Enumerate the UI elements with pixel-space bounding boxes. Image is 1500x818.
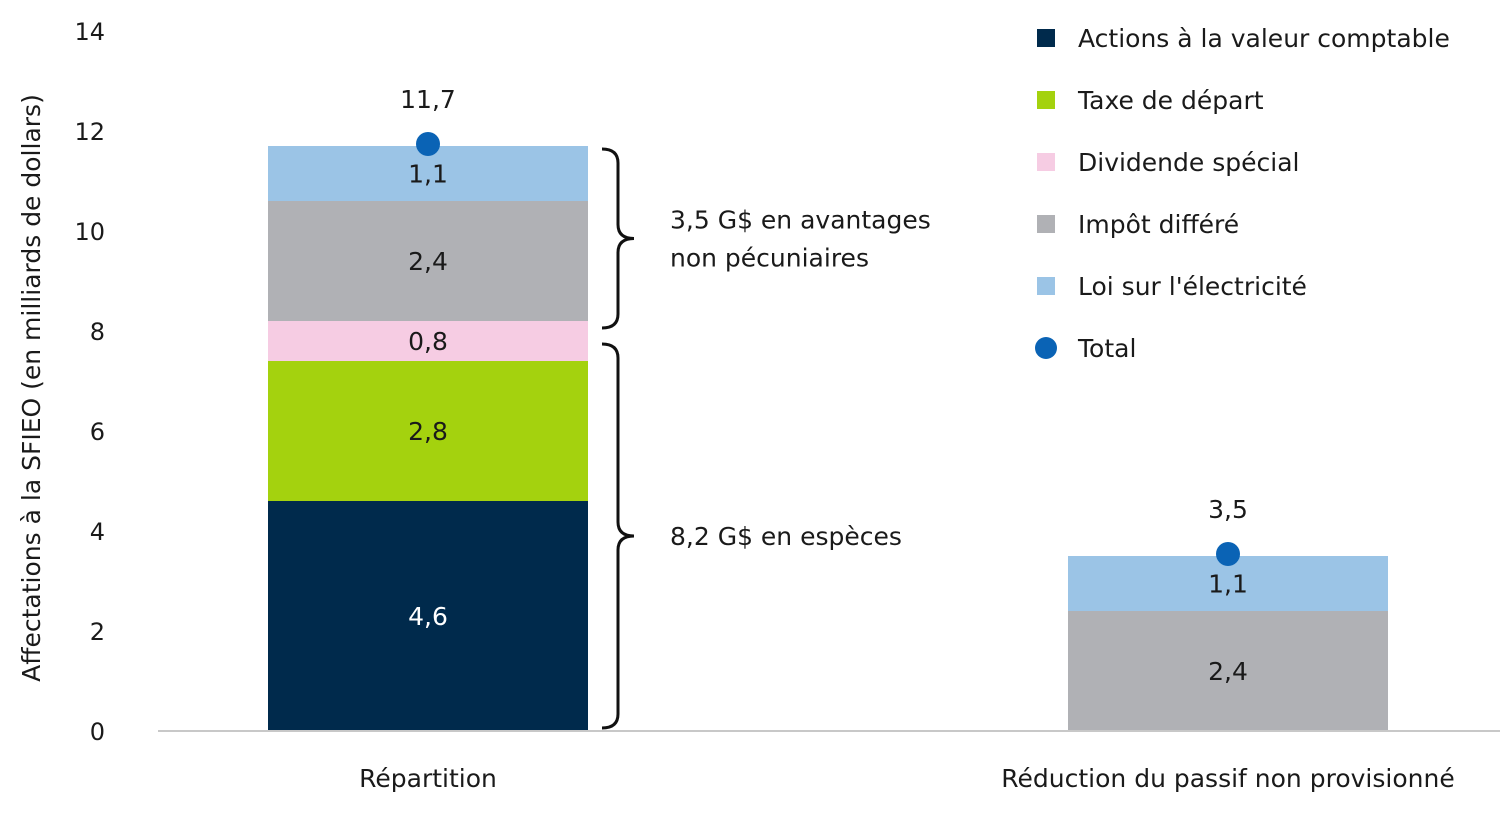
total-value-label: 11,7 [400, 85, 456, 114]
y-tick-label: 10 [74, 218, 105, 246]
y-axis-label: Affectations à la SFIEO (en milliards de… [17, 94, 46, 682]
y-tick-label: 4 [90, 518, 105, 546]
y-tick-label: 8 [90, 318, 105, 346]
curly-brace [601, 147, 635, 330]
x-tick-label: Répartition [359, 764, 497, 793]
bar-segment [268, 501, 588, 731]
x-tick-label: Réduction du passif non provisionné [1001, 764, 1454, 793]
legend-marker [1035, 337, 1057, 359]
bar-value-label: 2,4 [408, 247, 448, 276]
bar-segment [1068, 611, 1388, 731]
annotation-text: non pécuniaires [670, 244, 869, 273]
legend-label: Impôt différé [1078, 210, 1239, 239]
legend-label: Actions à la valeur comptable [1078, 24, 1450, 53]
bar-value-label: 2,4 [1208, 657, 1248, 686]
bar-value-label: 4,6 [408, 602, 448, 631]
y-tick-label: 6 [90, 418, 105, 446]
legend-swatch [1037, 29, 1055, 47]
bar-segment [268, 361, 588, 501]
y-tick-label: 12 [74, 118, 105, 146]
total-value-label: 3,5 [1208, 495, 1248, 524]
curly-brace [601, 342, 635, 730]
annotation-text: 3,5 G$ en avantages [670, 206, 931, 235]
legend-swatch [1037, 215, 1055, 233]
bar-segment [268, 201, 588, 321]
bar-value-label: 0,8 [408, 327, 448, 356]
legend-label: Taxe de départ [1077, 86, 1264, 115]
y-tick-label: 2 [90, 618, 105, 646]
legend-swatch [1037, 277, 1055, 295]
total-marker [416, 132, 440, 156]
y-tick-label: 14 [74, 18, 105, 46]
total-marker [1216, 542, 1240, 566]
legend-swatch [1037, 91, 1055, 109]
bar-value-label: 2,8 [408, 417, 448, 446]
bar-value-label: 1,1 [1208, 570, 1248, 599]
legend-swatch [1037, 153, 1055, 171]
legend-label: Total [1077, 334, 1136, 363]
y-tick-label: 0 [90, 718, 105, 746]
bar-segment [268, 321, 588, 361]
legend-label: Loi sur l'électricité [1078, 272, 1307, 301]
bar-value-label: 1,1 [408, 160, 448, 189]
legend-label: Dividende spécial [1078, 148, 1299, 177]
annotation-text: 8,2 G$ en espèces [670, 522, 902, 551]
